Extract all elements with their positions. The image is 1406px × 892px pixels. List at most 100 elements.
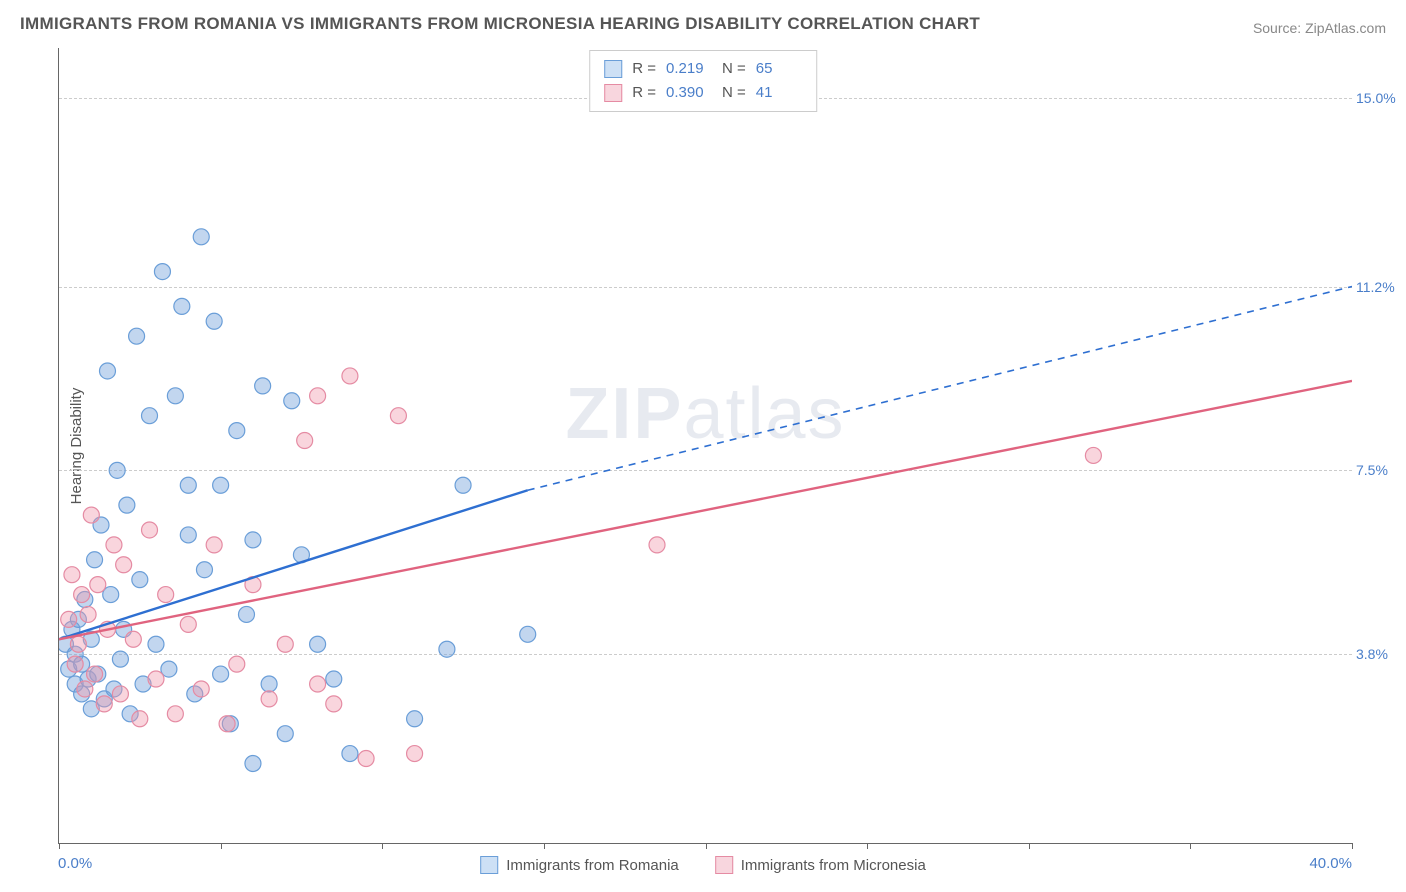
y-tick-label: 7.5%: [1356, 462, 1396, 478]
stats-legend: R = 0.219 N = 65 R = 0.390 N = 41: [589, 50, 817, 112]
bottom-legend: Immigrants from Romania Immigrants from …: [480, 856, 926, 874]
scatter-point: [180, 527, 196, 543]
scatter-point: [142, 408, 158, 424]
scatter-point: [119, 497, 135, 513]
scatter-point: [326, 671, 342, 687]
legend-swatch-0: [604, 60, 622, 78]
scatter-point: [407, 746, 423, 762]
y-tick-label: 15.0%: [1356, 90, 1396, 106]
scatter-point: [277, 636, 293, 652]
scatter-point: [407, 711, 423, 727]
scatter-point: [193, 229, 209, 245]
scatter-point: [229, 656, 245, 672]
trend-line-solid: [59, 381, 1352, 639]
scatter-point: [310, 676, 326, 692]
y-tick-label: 11.2%: [1356, 279, 1396, 295]
plot-area: ZIPatlas 3.8%7.5%11.2%15.0%: [58, 48, 1352, 844]
scatter-point: [77, 681, 93, 697]
scatter-point: [213, 666, 229, 682]
scatter-point: [206, 537, 222, 553]
scatter-point: [255, 378, 271, 394]
x-axis-min-label: 0.0%: [58, 855, 92, 872]
scatter-point: [219, 716, 235, 732]
scatter-point: [206, 313, 222, 329]
scatter-point: [142, 522, 158, 538]
legend-label-0: Immigrants from Romania: [506, 857, 679, 874]
scatter-point: [277, 726, 293, 742]
stat-n-label-0: N =: [722, 57, 746, 81]
scatter-point: [148, 671, 164, 687]
scatter-point: [245, 532, 261, 548]
scatter-point: [326, 696, 342, 712]
scatter-point: [358, 751, 374, 767]
x-tick-mark: [1190, 843, 1191, 849]
stat-r-value-1: 0.390: [666, 81, 712, 105]
scatter-point: [74, 587, 90, 603]
legend-item-0: Immigrants from Romania: [480, 856, 679, 874]
scatter-point: [261, 691, 277, 707]
x-axis-max-label: 40.0%: [1309, 855, 1352, 872]
scatter-point: [174, 298, 190, 314]
y-tick-label: 3.8%: [1356, 646, 1396, 662]
scatter-point: [1085, 447, 1101, 463]
scatter-point: [213, 477, 229, 493]
stat-r-label-1: R =: [632, 81, 656, 105]
scatter-point: [310, 636, 326, 652]
scatter-point: [342, 368, 358, 384]
scatter-point: [112, 651, 128, 667]
scatter-point: [167, 388, 183, 404]
scatter-point: [116, 557, 132, 573]
scatter-point: [455, 477, 471, 493]
stats-row-series-0: R = 0.219 N = 65: [604, 57, 802, 81]
scatter-point: [310, 388, 326, 404]
scatter-point: [158, 587, 174, 603]
scatter-point: [132, 711, 148, 727]
x-tick-mark: [59, 843, 60, 849]
scatter-point: [61, 611, 77, 627]
scatter-point: [148, 636, 164, 652]
scatter-point: [99, 363, 115, 379]
stats-row-series-1: R = 0.390 N = 41: [604, 81, 802, 105]
scatter-point: [83, 507, 99, 523]
scatter-point: [649, 537, 665, 553]
stat-n-value-1: 41: [756, 81, 802, 105]
x-tick-mark: [1029, 843, 1030, 849]
legend-label-1: Immigrants from Micronesia: [741, 857, 926, 874]
scatter-point: [180, 477, 196, 493]
scatter-point: [284, 393, 300, 409]
scatter-point: [390, 408, 406, 424]
scatter-point: [96, 696, 112, 712]
legend-swatch-1: [604, 84, 622, 102]
x-tick-mark: [1352, 843, 1353, 849]
scatter-point: [196, 562, 212, 578]
scatter-point: [180, 616, 196, 632]
scatter-plot-svg: [59, 48, 1352, 843]
x-tick-mark: [382, 843, 383, 849]
stat-r-value-0: 0.219: [666, 57, 712, 81]
x-tick-mark: [221, 843, 222, 849]
scatter-point: [80, 606, 96, 622]
x-tick-mark: [544, 843, 545, 849]
scatter-point: [245, 756, 261, 772]
legend-swatch-bottom-0: [480, 856, 498, 874]
stat-n-label-1: N =: [722, 81, 746, 105]
scatter-point: [238, 606, 254, 622]
scatter-point: [90, 577, 106, 593]
x-tick-mark: [867, 843, 868, 849]
scatter-point: [109, 462, 125, 478]
source-label: Source: ZipAtlas.com: [1253, 20, 1386, 36]
stat-r-label-0: R =: [632, 57, 656, 81]
scatter-point: [87, 552, 103, 568]
scatter-point: [439, 641, 455, 657]
scatter-point: [167, 706, 183, 722]
scatter-point: [132, 572, 148, 588]
scatter-point: [154, 264, 170, 280]
scatter-point: [87, 666, 103, 682]
scatter-point: [106, 537, 122, 553]
scatter-point: [297, 433, 313, 449]
scatter-point: [70, 636, 86, 652]
trend-line-dashed: [528, 287, 1352, 491]
scatter-point: [112, 686, 128, 702]
chart-title: IMMIGRANTS FROM ROMANIA VS IMMIGRANTS FR…: [20, 14, 980, 34]
scatter-point: [64, 567, 80, 583]
